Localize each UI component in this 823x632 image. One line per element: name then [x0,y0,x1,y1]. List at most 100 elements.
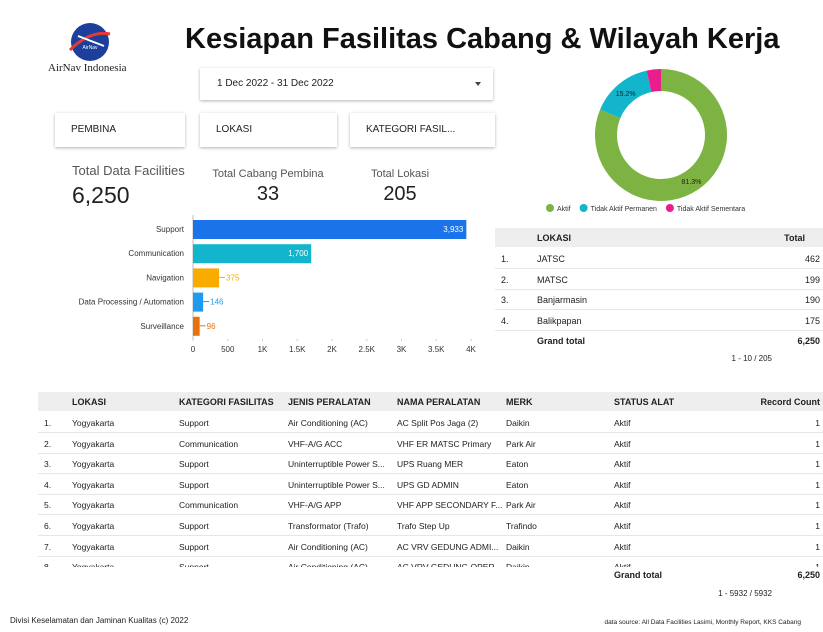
cell: 1 [815,521,820,531]
bar [193,316,200,336]
row-number: 2. [501,274,509,285]
grand-total-value: 6,250 [797,336,820,346]
row-divider [38,514,823,516]
row-divider [38,493,823,495]
footer-left: Divisi Keselamatan dan Jaminan Kualitas … [10,616,189,625]
cell: Yogyakarta [72,418,115,428]
legend-label: Aktif [557,206,571,213]
legend-label: Tidak Aktif Sementara [677,206,745,213]
slice-label: 81.3% [682,179,702,186]
cell: Support [179,561,209,567]
cell: Banjarmasin [537,295,588,306]
row-number: 4. [44,479,52,490]
donut-slice [600,70,652,119]
cell: UPS GD ADMIN [397,479,459,490]
bar [193,220,467,239]
y-tick-label: Data Processing / Automation [79,298,184,307]
row-divider [495,268,823,269]
column-header: LOKASI [72,397,107,407]
cell: Yogyakarta [72,500,115,511]
column-header: NAMA PERALATAN [397,397,481,407]
filter-label: KATEGORI FASIL... [366,124,456,135]
bar-value-label: 96 [207,322,216,331]
date-range: 1 Dec 2022 - 31 Dec 2022 [217,78,334,89]
cell: VHF APP SECONDARY F... [397,500,503,511]
filter-dropdown[interactable]: LOKASI [200,113,337,147]
x-tick-label: 500 [221,345,235,354]
cell: Uninterruptible Power S... [288,459,385,470]
cell: JATSC [537,254,565,264]
cell: 1 [815,500,820,511]
bar-value-label: 3,933 [443,225,464,234]
cell: Support [179,418,209,428]
row-number: 6. [44,521,52,531]
row-divider [495,309,823,311]
filter-dropdown[interactable]: PEMBINA [55,113,185,147]
cell: Aktif [614,438,631,449]
scorecard-value: 205 [383,183,417,205]
cell: 1 [815,561,820,567]
bar [193,268,220,288]
legend-label: Tidak Aktif Permanen [591,206,657,213]
cell: Support [179,521,209,531]
bar [193,244,312,264]
date-picker[interactable]: 1 Dec 2022 - 31 Dec 2022 [200,68,493,100]
cell: Aktif [614,459,631,470]
row-divider [495,330,823,332]
cell: Transformator (Trafo) [288,521,369,531]
y-tick-label: Communication [128,249,184,258]
cell: 1 [815,438,820,449]
filter-label: LOKASI [216,124,253,135]
cell: 1 [815,418,820,428]
row-number: 1. [501,254,509,264]
cell: Aktif [614,561,631,567]
cell: Yogyakarta [72,561,114,567]
column-header: MERK [506,397,533,407]
row-number: 1. [44,418,52,428]
cell: Air Conditioning (AC) [288,418,368,428]
cell: Trafo Step Up [397,521,450,531]
cell: Daikin [506,561,530,567]
location-table: LOKASI Total 1. JATSC 462 2. MATSC 199 3. Banjarm… [495,228,823,368]
cell: Yogyakarta [72,459,115,470]
cell: Eaton [506,479,529,490]
cell: 1 [815,541,820,552]
cell: Park Air [506,500,536,511]
donut-slice [595,69,727,201]
scorecard-label: Total Cabang Pembina [212,168,324,180]
cell: Aktif [614,418,631,428]
y-tick-label: Navigation [146,273,184,282]
dropdown-arrow [475,82,481,86]
cell: Air Conditioning (AC) [288,541,368,552]
filter-dropdown[interactable]: KATEGORI FASIL... [350,113,495,147]
row-number: 7. [44,541,52,552]
row-number: 3. [501,295,509,306]
cell: Eaton [506,459,529,470]
cell: Daikin [506,541,530,552]
row-divider [38,432,823,433]
scorecard-value: 6,250 [72,182,130,208]
cell: UPS Ruang MER [397,459,464,470]
scorecard-label: Total Lokasi [370,168,430,180]
table-header [495,228,823,247]
row-divider [38,452,823,454]
pagination: 1 - 5932 / 5932 [718,589,772,598]
grand-total-label: Grand total [614,570,663,580]
legend-swatch [579,204,588,212]
pagination: 1 - 10 / 205 [731,354,772,363]
donut-chart: 81.3% 15.2% Aktif Tidak Aktif Permanen Tidak… [546,69,745,213]
legend-swatch [546,204,554,212]
slice-label: 15.2% [616,91,636,98]
row-number: 8. [44,561,51,567]
cell: Yogyakarta [72,479,115,490]
donut-slice [646,69,661,93]
cell: AC VRV GEDUNG ADMI... [397,541,499,552]
title: Kesiapan Fasilitas Cabang & Wilayah Kerj… [185,23,780,55]
cell: Support [179,459,209,470]
bar-value-label: 1,700 [288,249,309,258]
x-tick-label: 2K [327,345,337,354]
cell: 1 [815,459,820,470]
cell: Trafindo [506,521,537,531]
row-number: 4. [501,316,509,327]
